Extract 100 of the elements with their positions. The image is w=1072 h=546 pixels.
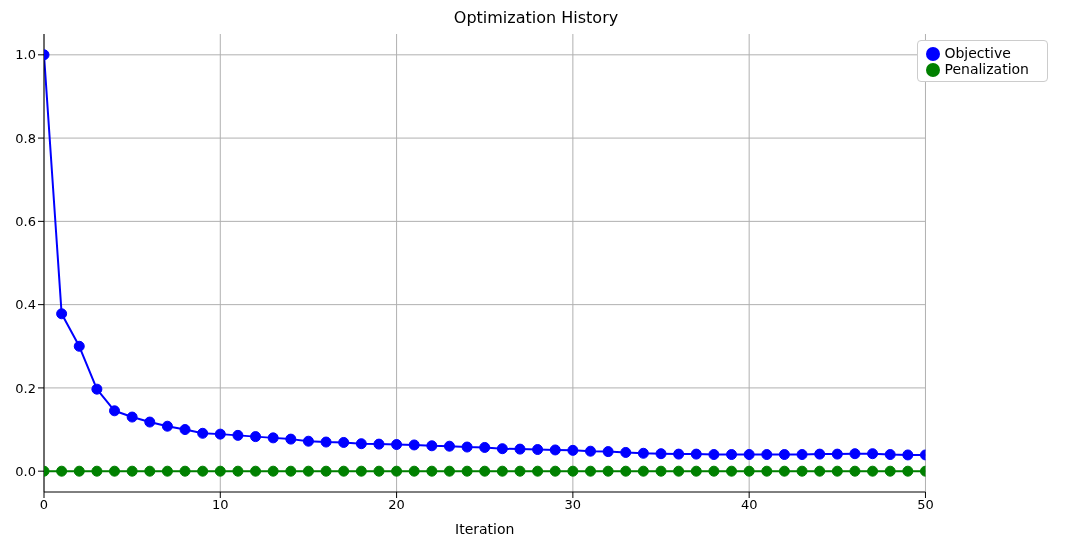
point [532,444,544,456]
point [655,448,667,460]
point [267,465,279,477]
point [144,465,156,477]
point [302,435,314,447]
point [708,465,720,477]
x-tick-label: 0 [39,497,49,513]
x-tick-label: 40 [740,497,758,513]
point [197,427,209,439]
point [161,420,173,432]
point [73,340,85,352]
point [655,465,667,477]
point [250,465,262,477]
point [778,465,790,477]
point [620,465,632,477]
point [443,465,455,477]
point [91,383,103,395]
y-tick-label: 0.8 [15,130,36,146]
point [549,444,561,456]
point [743,449,755,461]
point [408,465,420,477]
point [443,440,455,452]
point [391,439,403,451]
point [109,465,121,477]
point [743,465,755,477]
point [831,465,843,477]
y-tick-label: 0.6 [15,213,36,229]
point [708,449,720,461]
point [338,465,350,477]
x-tick-label: 20 [388,497,405,513]
point [232,465,244,477]
point [338,436,350,448]
point [214,465,226,477]
point [197,465,209,477]
point [690,448,702,460]
point [814,448,826,460]
point [461,441,473,453]
point [179,424,191,436]
point [514,443,526,455]
legend-label: Penalization [944,61,1029,77]
point [320,436,332,448]
point [532,465,544,477]
point [849,465,861,477]
point [902,465,914,477]
point [902,449,914,461]
point [602,446,614,458]
x-tick-label: 30 [564,497,582,513]
point [73,465,85,477]
point [778,449,790,461]
point [796,449,808,461]
point [673,465,685,477]
point [126,465,138,477]
point [796,465,808,477]
point [373,465,385,477]
point [408,439,420,451]
point [426,465,438,477]
chart-title: Optimization History [452,8,620,28]
point [109,405,121,417]
point [214,428,226,440]
point [479,441,491,453]
point [567,465,579,477]
point [126,411,138,423]
y-tick-label: 0.4 [15,297,36,313]
point [91,465,103,477]
point [884,449,896,461]
point [867,465,879,477]
point [761,465,773,477]
point [602,465,614,477]
point [496,443,508,455]
point [161,465,173,477]
point [620,446,632,458]
point [867,448,879,460]
point [884,465,896,477]
point [250,431,262,443]
point [814,465,826,477]
point [355,438,367,450]
point [673,448,685,460]
point [56,465,68,477]
y-tick-label: 1.0 [15,47,36,63]
point [637,465,649,477]
point [637,447,649,459]
point [726,465,738,477]
point [514,465,526,477]
legend-label: Objective [944,45,1011,61]
point [849,448,861,460]
x-tick-label: 10 [212,497,229,513]
point [373,438,385,450]
point [761,449,773,461]
point [726,449,738,461]
y-tick-label: 0.2 [15,380,36,396]
point [549,465,561,477]
point [285,465,297,477]
point [461,465,473,477]
point [690,465,702,477]
x-tick-label: 50 [917,497,934,513]
point [585,465,596,477]
point [320,465,332,477]
point [567,444,579,456]
point [232,429,244,441]
point [179,465,191,477]
